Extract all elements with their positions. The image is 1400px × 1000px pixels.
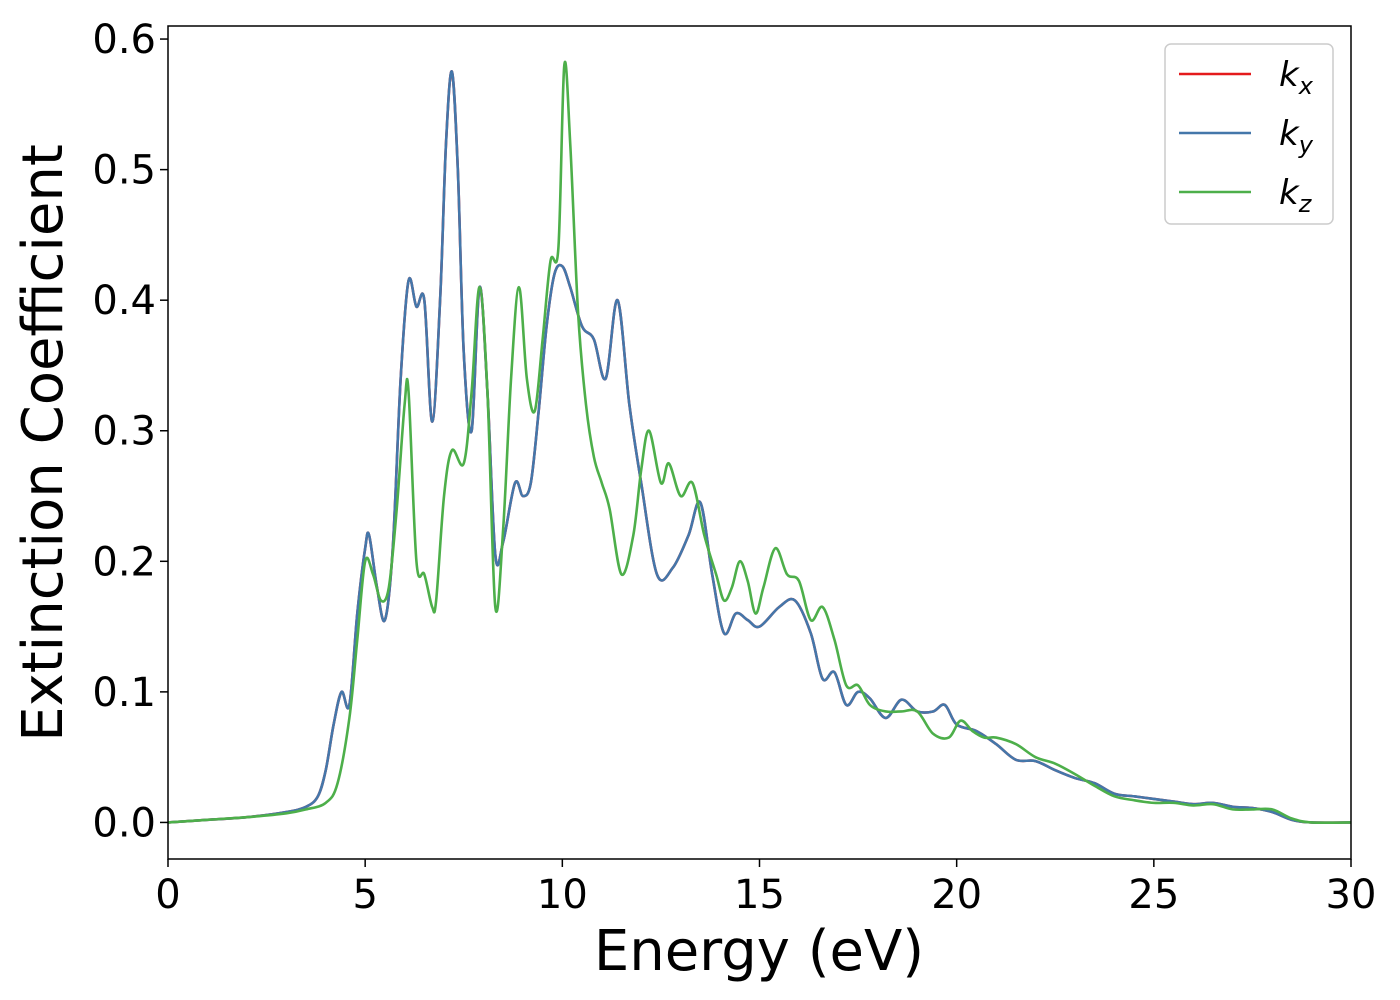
y-axis-title: Extinction Coefficient <box>11 144 76 742</box>
legend-label-kx: kx <box>1279 55 1314 100</box>
y-tick-label: 0.1 <box>92 670 156 716</box>
y-tick-label: 0.5 <box>92 148 156 194</box>
axis-ticks: 0 5 10 15 20 25 30 0.0 0.1 0.2 0.3 0.4 0.5 0.6 <box>92 17 1376 918</box>
legend-label-kz: kz <box>1279 173 1313 218</box>
y-tick-label: 0.3 <box>92 409 156 455</box>
x-tick-label: 25 <box>1128 872 1179 918</box>
x-tick-label: 0 <box>155 872 180 918</box>
legend: kx ky kz <box>1164 43 1334 225</box>
y-tick-label: 0.2 <box>92 539 156 585</box>
x-axis-title: Energy (eV) <box>594 919 924 984</box>
y-tick-label: 0.6 <box>92 17 156 63</box>
x-tick-label: 20 <box>931 872 982 918</box>
y-tick-label: 0.0 <box>92 800 156 846</box>
legend-label-ky: ky <box>1279 114 1314 159</box>
x-tick-label: 10 <box>537 872 588 918</box>
series-lines <box>168 60 1351 825</box>
series-line-kz <box>168 60 1351 825</box>
x-tick-label: 30 <box>1326 872 1377 918</box>
x-tick-label: 5 <box>352 872 377 918</box>
x-tick-label: 15 <box>734 872 785 918</box>
y-tick-label: 0.4 <box>92 278 156 324</box>
